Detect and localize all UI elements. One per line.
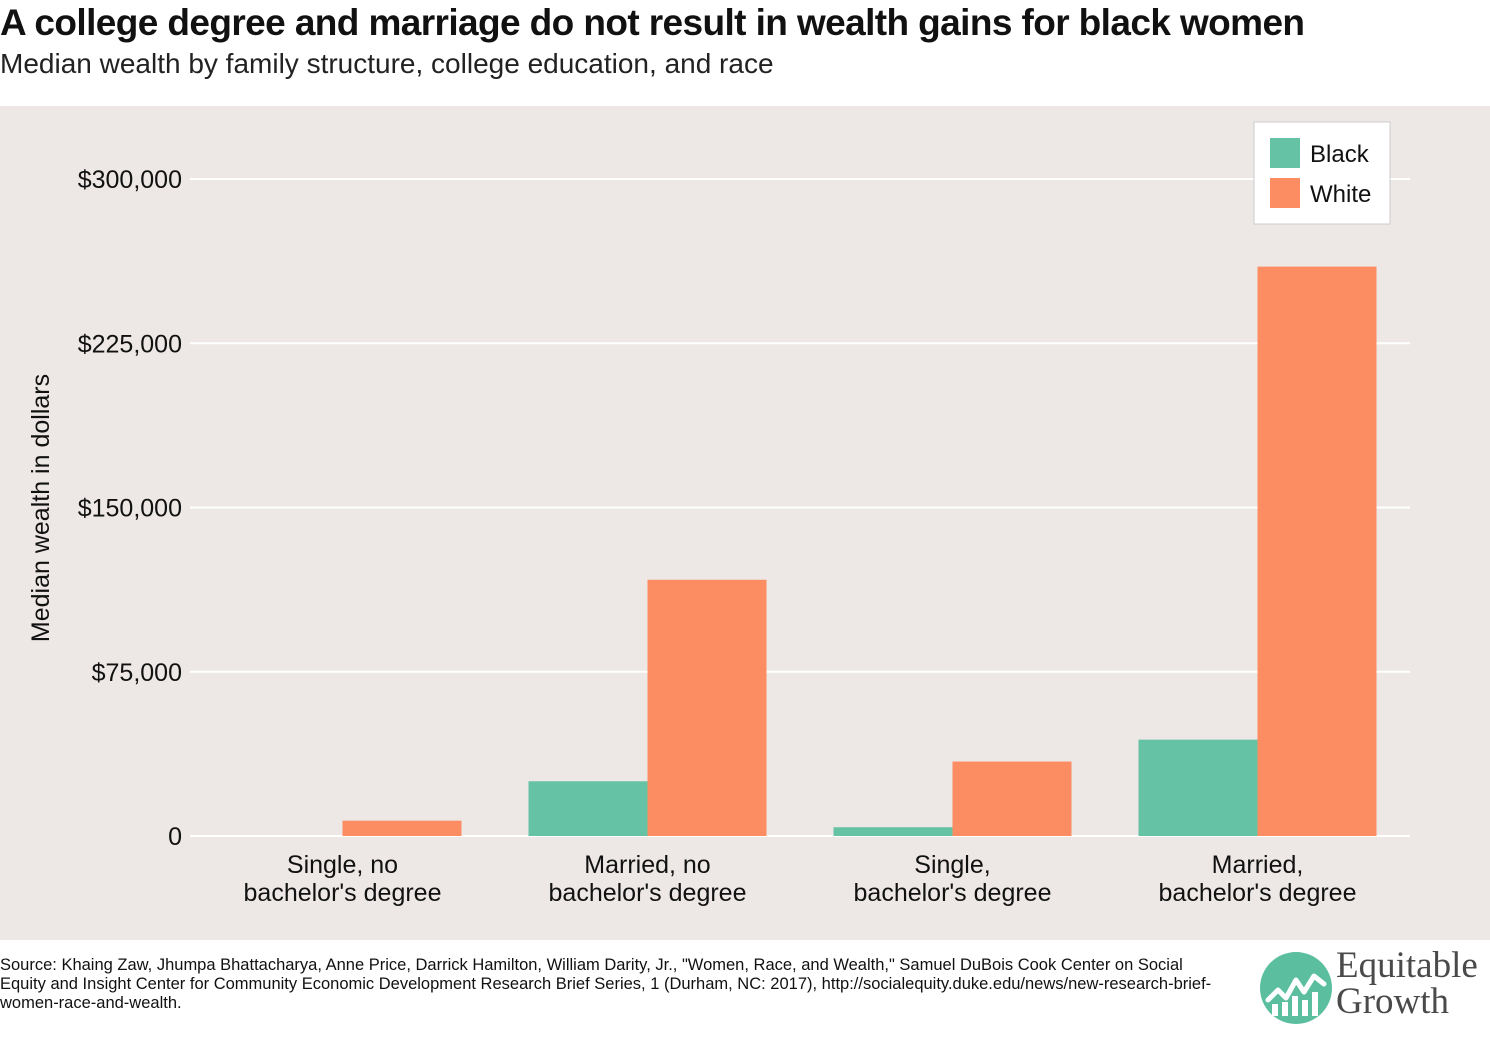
bar-black-3 xyxy=(1138,739,1258,836)
legend-label-white: White xyxy=(1310,181,1371,208)
x-tick-label-1-0: Married, no xyxy=(584,851,710,879)
legend-swatch-white xyxy=(1270,178,1300,208)
y-tick-label-3: $225,000 xyxy=(78,330,182,358)
x-tick-label-2-1: bachelor's degree xyxy=(854,879,1052,907)
legend-box xyxy=(1253,121,1391,225)
brand-name: Equitable Growth xyxy=(1336,945,1478,1022)
bar-white-2 xyxy=(952,761,1072,836)
legend-label-black: Black xyxy=(1310,141,1370,168)
x-tick-label-2-0: Single, xyxy=(914,851,990,879)
bar-white-1 xyxy=(647,579,767,836)
y-tick-label-2: $150,000 xyxy=(78,495,182,523)
x-tick-label-3-0: Married, xyxy=(1212,851,1304,879)
legend-swatch-black xyxy=(1270,138,1300,168)
equitable-growth-logo: Equitable Growth xyxy=(1258,945,1490,1028)
y-axis-label: Median wealth in dollars xyxy=(27,374,55,642)
bar-chart: 0 $75,000 $150,000 $225,000 $300,000 Median w… xyxy=(0,106,1490,940)
source-note: Source: Khaing Zaw, Jhumpa Bhattacharya,… xyxy=(0,956,1212,1012)
chart-subtitle: Median wealth by family structure, colle… xyxy=(0,48,774,79)
x-tick-label-3-1: bachelor's degree xyxy=(1159,879,1357,907)
y-tick-label-4: $300,000 xyxy=(78,166,182,194)
bar-black-1 xyxy=(528,781,648,836)
brand-line-1: Equitable xyxy=(1336,945,1478,986)
x-tick-label-0-0: Single, no xyxy=(287,851,398,879)
bar-white-0 xyxy=(342,820,462,836)
bar-black-2 xyxy=(833,827,953,836)
bar-white-3 xyxy=(1257,266,1377,837)
brand-line-2: Growth xyxy=(1336,981,1450,1022)
growth-chart-logo-icon xyxy=(1260,952,1332,1024)
x-tick-label-1-1: bachelor's degree xyxy=(549,879,747,907)
y-tick-label-0: 0 xyxy=(168,823,182,851)
chart-title: A college degree and marriage do not res… xyxy=(0,2,1305,43)
chart-area: 0 $75,000 $150,000 $225,000 $300,000 Median w… xyxy=(0,106,1490,940)
x-tick-label-0-1: bachelor's degree xyxy=(244,879,442,907)
y-tick-label-1: $75,000 xyxy=(92,659,182,687)
